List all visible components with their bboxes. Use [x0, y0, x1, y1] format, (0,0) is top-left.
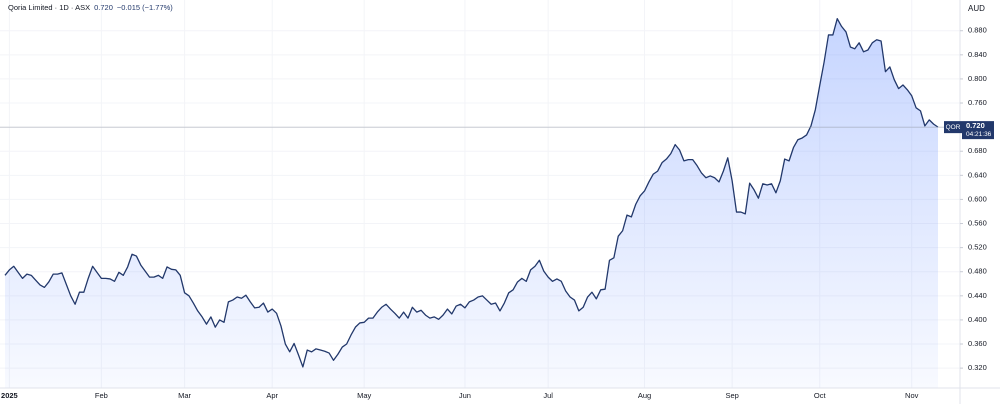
- header: Qoria Limited · 1D · ASX 0.720 −0.015 (−1.…: [8, 3, 173, 12]
- y-tick-label: 0.560: [968, 219, 987, 228]
- y-tick-label: 0.600: [968, 194, 987, 203]
- header-name: Qoria Limited · 1D · ASX: [8, 3, 90, 12]
- x-tick-label: 2025: [1, 391, 18, 400]
- price-time: 04:21:36: [966, 131, 992, 138]
- y-tick-label: 0.440: [968, 291, 987, 300]
- y-tick-label: 0.400: [968, 315, 987, 324]
- y-tick-label: 0.680: [968, 146, 987, 155]
- x-tick-label: Feb: [95, 391, 108, 400]
- symbol-label: QOR: [946, 124, 961, 131]
- header-change: −0.015 (−1.77%): [117, 3, 173, 12]
- x-tick-label: Aug: [638, 391, 651, 400]
- x-tick-label: Jul: [543, 391, 553, 400]
- area: [5, 18, 938, 389]
- y-tick-label: 0.520: [968, 243, 987, 252]
- y-tick-label: 0.320: [968, 363, 987, 372]
- x-tick-label: Oct: [814, 391, 827, 400]
- x-tick-label: Apr: [266, 391, 278, 400]
- y-tick-label: 0.760: [968, 98, 987, 107]
- y-tick-label: 0.840: [968, 50, 987, 59]
- header-price: 0.720: [94, 3, 113, 12]
- x-tick-label: Jun: [459, 391, 471, 400]
- price-box: [962, 121, 994, 140]
- y-tick-label: 0.800: [968, 74, 987, 83]
- symbol-box: [944, 121, 962, 134]
- x-tick-label: May: [357, 391, 371, 400]
- price-line: [4, 18, 939, 368]
- y-tick-label: 0.880: [968, 26, 987, 35]
- price-label: 0.720: [966, 121, 985, 130]
- currency: AUD: [968, 4, 985, 13]
- x-tick-label: Mar: [178, 391, 191, 400]
- y-tick-label: 0.640: [968, 170, 987, 179]
- plot: [4, 18, 939, 389]
- x-tick-label: Nov: [905, 391, 919, 400]
- y-tick-label: 0.480: [968, 267, 987, 276]
- y-tick-label: 0.360: [968, 339, 987, 348]
- x-tick-label: Sep: [725, 391, 738, 400]
